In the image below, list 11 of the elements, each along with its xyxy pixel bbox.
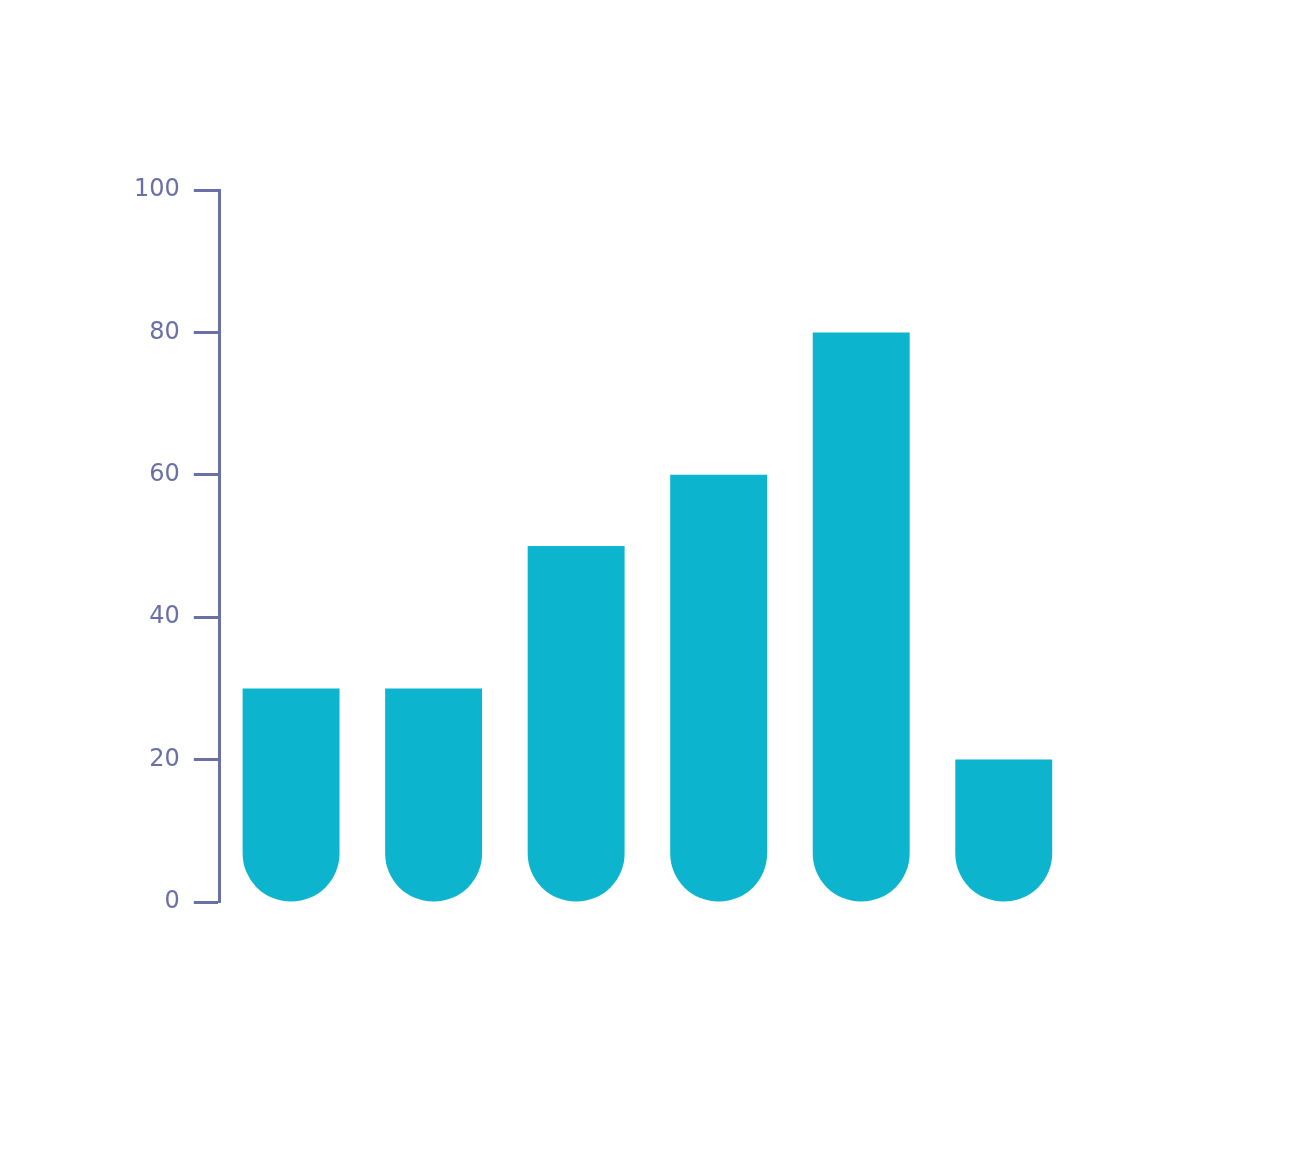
y-tick-label: 60 [149, 459, 180, 488]
y-tick-label: 0 [164, 886, 180, 915]
bar [670, 474, 768, 902]
y-tick-label: 40 [149, 601, 180, 630]
bar [812, 332, 910, 902]
y-tick-label: 80 [149, 316, 180, 345]
y-tick-label: 100 [134, 174, 180, 203]
y-tick-label: 20 [149, 743, 180, 772]
bar [385, 688, 483, 902]
bar [242, 688, 340, 902]
bar [527, 546, 625, 902]
